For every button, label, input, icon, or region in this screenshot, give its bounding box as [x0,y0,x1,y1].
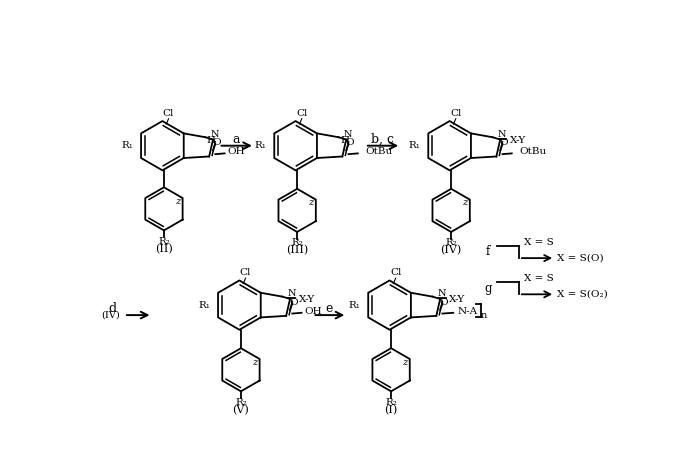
Text: H: H [340,136,349,145]
Text: Cl: Cl [240,268,251,277]
Text: R₁: R₁ [198,301,210,309]
Text: X-Y: X-Y [299,295,316,304]
Text: (III): (III) [286,245,308,255]
Text: z: z [308,198,314,207]
Text: a: a [232,133,240,146]
Text: R₁: R₁ [121,141,133,150]
Text: (I): (I) [384,404,398,415]
Text: R₁: R₁ [255,141,266,150]
Text: Cl: Cl [450,109,461,118]
Text: Cl: Cl [390,268,401,277]
Text: z: z [175,197,181,206]
Text: X-Y: X-Y [449,295,466,304]
Text: O: O [440,298,448,307]
Text: d: d [108,303,116,315]
Text: OtBu: OtBu [365,147,393,156]
Text: (IV): (IV) [440,245,462,255]
Text: N: N [344,130,352,138]
Text: R₂: R₂ [385,398,397,407]
Text: N: N [287,289,296,298]
Text: Cl: Cl [163,109,174,118]
Text: R₂: R₂ [235,398,247,407]
Text: z: z [462,198,468,207]
Text: X = S(O₂): X = S(O₂) [557,290,608,299]
Text: O: O [213,138,221,147]
Text: N: N [438,289,446,298]
Text: f: f [486,245,490,259]
Text: R₁: R₁ [349,301,361,309]
Text: H: H [207,136,216,145]
Text: n: n [481,311,487,320]
Text: X = S(O): X = S(O) [557,254,604,263]
Text: R₂: R₂ [291,238,303,247]
Text: OH: OH [304,307,322,316]
Text: g: g [484,282,492,295]
Text: (IV): (IV) [101,311,120,319]
Text: (V): (V) [232,404,249,415]
Text: (II): (II) [155,244,173,254]
Text: N-A: N-A [458,307,478,316]
Text: R₁: R₁ [409,141,421,150]
Text: X = S: X = S [524,238,554,247]
Text: N: N [210,130,219,138]
Text: O: O [290,298,298,307]
Text: X-Y: X-Y [510,136,526,145]
Text: O: O [346,138,354,147]
Text: X = S: X = S [524,274,554,283]
Text: z: z [402,357,407,367]
Text: e: e [326,303,333,315]
Text: Cl: Cl [296,109,307,118]
Text: OH: OH [228,147,245,156]
Text: N: N [498,130,506,138]
Text: z: z [252,357,258,367]
Text: R₂: R₂ [445,238,457,247]
Text: R₂: R₂ [158,237,170,246]
Text: OtBu: OtBu [519,147,547,156]
Text: b, c: b, c [371,133,394,146]
Text: O: O [500,138,508,147]
